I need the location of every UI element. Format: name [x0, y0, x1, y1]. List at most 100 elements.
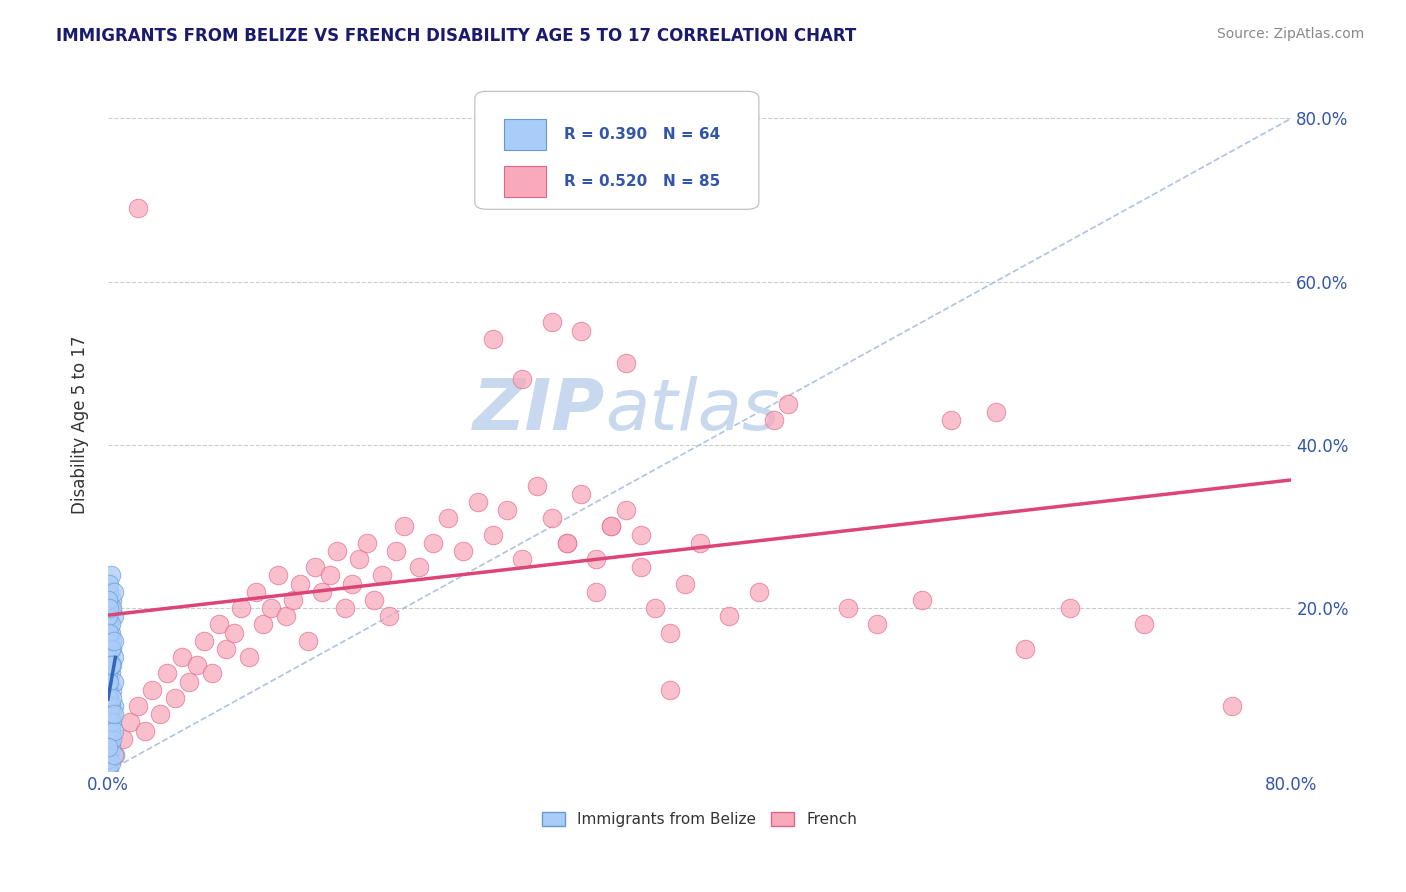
Point: [100, 699, 122, 714]
Point: [481, 332, 503, 346]
Point: [103, 650, 125, 665]
Point: [540, 511, 562, 525]
Point: [141, 682, 163, 697]
Point: [127, 201, 149, 215]
Point: [103, 674, 125, 689]
Point: [100, 666, 122, 681]
Point: [97, 674, 120, 689]
Point: [97, 723, 120, 738]
Point: [97, 764, 120, 779]
Point: [103, 609, 125, 624]
Point: [101, 715, 124, 730]
Point: [630, 560, 652, 574]
Point: [1014, 641, 1036, 656]
Point: [274, 609, 297, 624]
Point: [245, 584, 267, 599]
Text: R = 0.390   N = 64: R = 0.390 N = 64: [564, 128, 720, 142]
Point: [451, 544, 474, 558]
Point: [100, 625, 122, 640]
Point: [101, 682, 124, 697]
Point: [481, 527, 503, 541]
Point: [614, 356, 637, 370]
Point: [179, 674, 201, 689]
Point: [1132, 617, 1154, 632]
Point: [281, 593, 304, 607]
Point: [267, 568, 290, 582]
Point: [569, 324, 592, 338]
Point: [170, 650, 193, 665]
Point: [363, 593, 385, 607]
Point: [569, 487, 592, 501]
Point: [103, 723, 125, 738]
Point: [422, 535, 444, 549]
Point: [526, 478, 548, 492]
Point: [208, 617, 231, 632]
Legend: Immigrants from Belize, French: Immigrants from Belize, French: [536, 805, 863, 833]
Point: [659, 625, 682, 640]
Point: [97, 707, 120, 722]
Point: [100, 715, 122, 730]
Point: [101, 690, 124, 705]
FancyBboxPatch shape: [475, 91, 759, 210]
Point: [101, 593, 124, 607]
Point: [200, 666, 222, 681]
Point: [356, 535, 378, 549]
Point: [98, 690, 121, 705]
Point: [163, 690, 186, 705]
Point: [103, 707, 125, 722]
Point: [1220, 699, 1243, 714]
Point: [101, 601, 124, 615]
Point: [252, 617, 274, 632]
Point: [762, 413, 785, 427]
Point: [866, 617, 889, 632]
Point: [600, 519, 623, 533]
Point: [98, 747, 121, 762]
Point: [510, 552, 533, 566]
Point: [193, 633, 215, 648]
Point: [941, 413, 963, 427]
Point: [630, 527, 652, 541]
Point: [984, 405, 1007, 419]
Point: [97, 666, 120, 681]
Point: [585, 584, 607, 599]
Point: [340, 576, 363, 591]
Point: [98, 633, 121, 648]
Point: [149, 707, 172, 722]
Point: [101, 633, 124, 648]
Point: [127, 699, 149, 714]
Point: [103, 584, 125, 599]
Point: [98, 625, 121, 640]
Point: [97, 752, 120, 766]
Point: [510, 372, 533, 386]
Point: [238, 650, 260, 665]
Point: [290, 576, 312, 591]
Point: [748, 584, 770, 599]
Text: Source: ZipAtlas.com: Source: ZipAtlas.com: [1216, 27, 1364, 41]
Point: [585, 552, 607, 566]
Text: ZIP: ZIP: [472, 376, 605, 445]
Point: [673, 576, 696, 591]
Point: [97, 593, 120, 607]
Point: [97, 650, 120, 665]
Text: R = 0.520   N = 85: R = 0.520 N = 85: [564, 174, 720, 189]
Point: [134, 723, 156, 738]
Point: [103, 633, 125, 648]
Point: [111, 731, 134, 746]
Bar: [505, 119, 546, 150]
Point: [98, 601, 121, 615]
Point: [98, 715, 121, 730]
Point: [100, 617, 122, 632]
Point: [100, 568, 122, 582]
Point: [778, 397, 800, 411]
Point: [378, 609, 401, 624]
Point: [101, 641, 124, 656]
Point: [600, 519, 623, 533]
Point: [103, 699, 125, 714]
Point: [222, 625, 245, 640]
Point: [100, 739, 122, 754]
Point: [349, 552, 371, 566]
Text: IMMIGRANTS FROM BELIZE VS FRENCH DISABILITY AGE 5 TO 17 CORRELATION CHART: IMMIGRANTS FROM BELIZE VS FRENCH DISABIL…: [56, 27, 856, 45]
Point: [104, 747, 127, 762]
Point: [496, 503, 519, 517]
Point: [100, 723, 122, 738]
